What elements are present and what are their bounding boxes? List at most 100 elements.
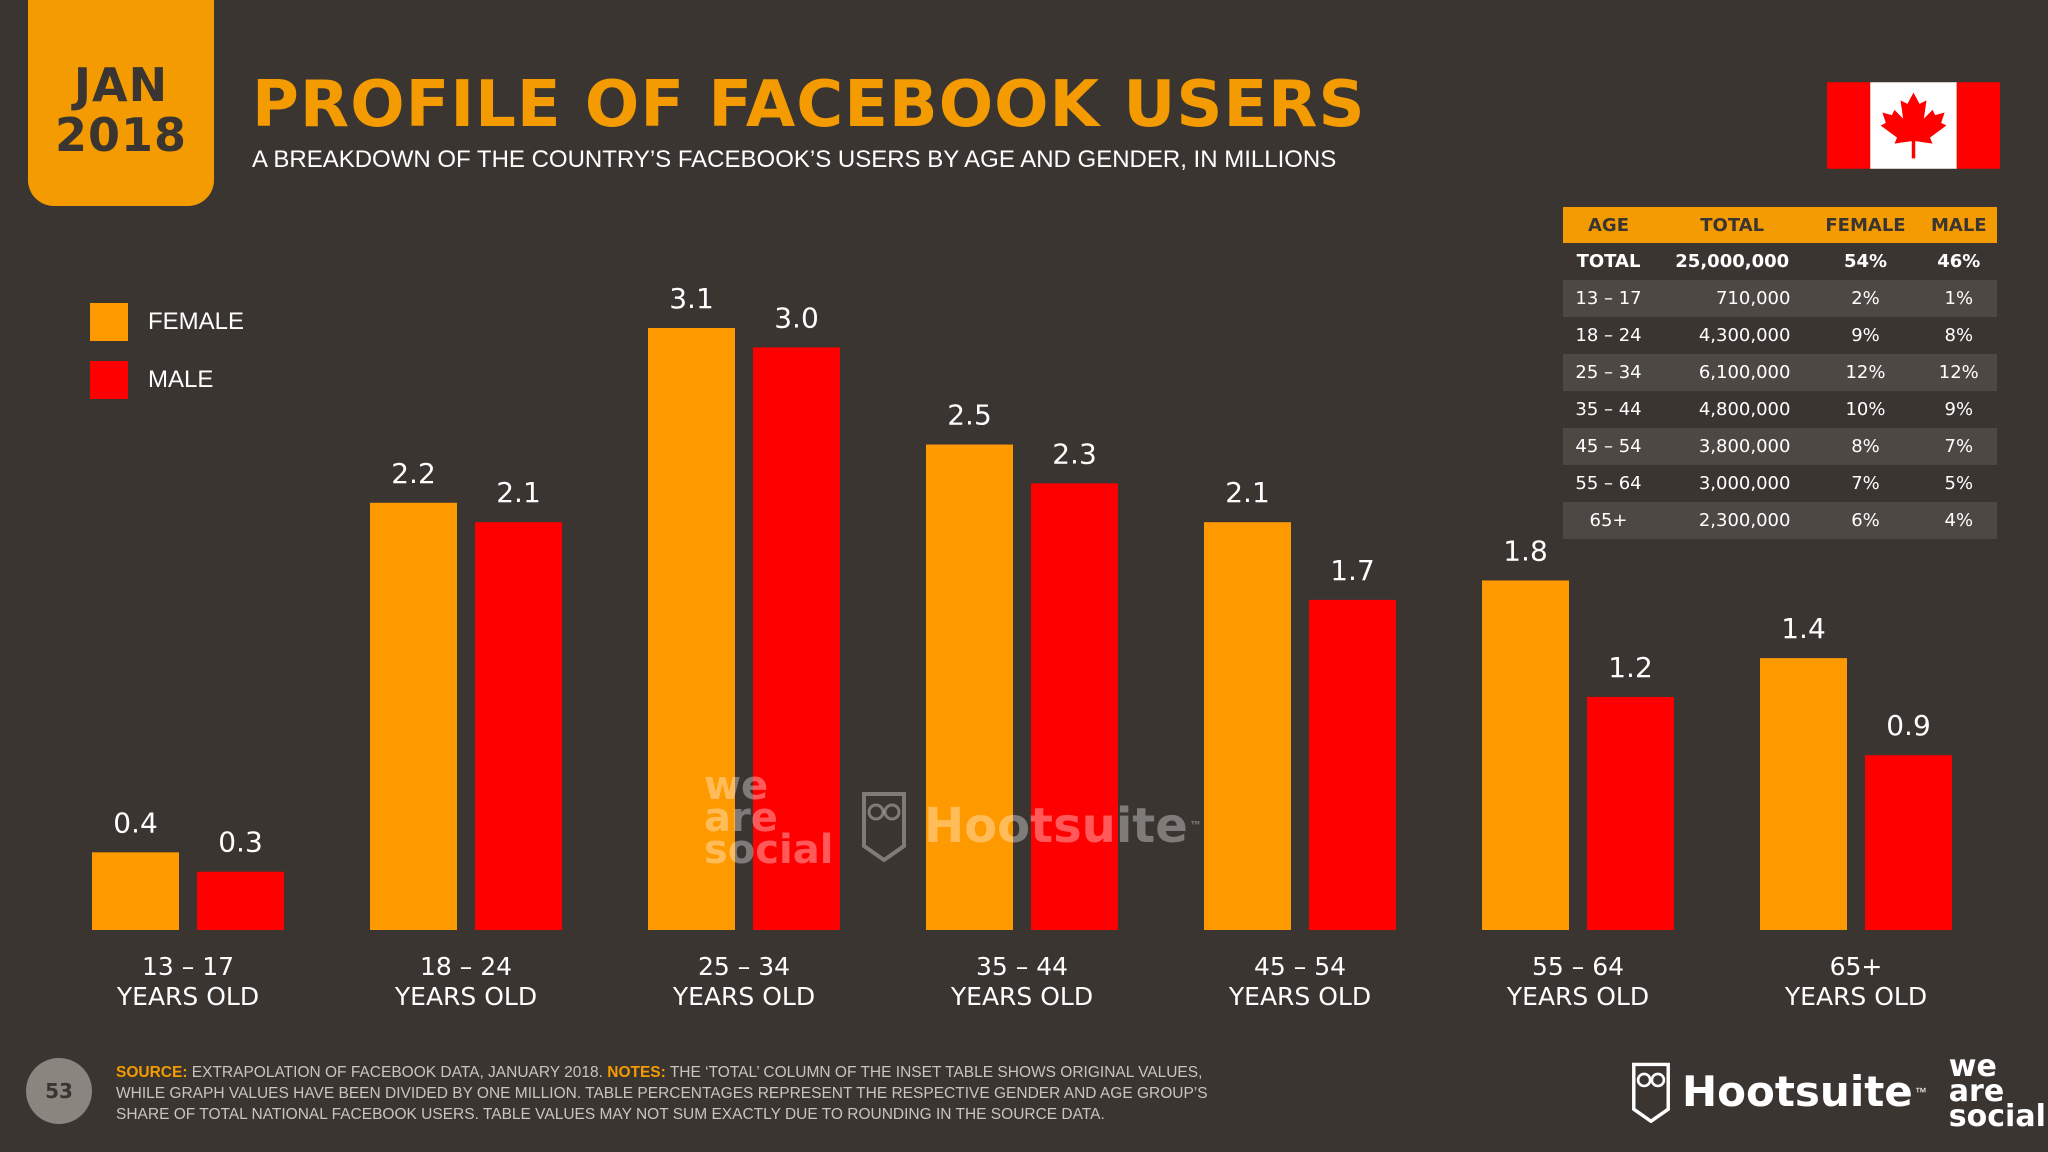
page-subtitle: A BREAKDOWN OF THE COUNTRY’S FACEBOOK’S … [252,146,1337,173]
we-are-social-logo: we are social [1948,1052,2046,1132]
table-cell: 46% [1920,243,1997,280]
legend-item-male: MALE [90,360,244,400]
table-cell: 3,000,000 [1654,465,1811,502]
category-label: 13 – 17 [142,952,234,981]
category-label: 55 – 64 [1532,952,1624,981]
table-cell: 8% [1920,317,1997,354]
table-cell: 9% [1920,391,1997,428]
bar-female [926,444,1013,930]
category-label: YEARS OLD [394,982,537,1011]
table-total-row: TOTAL 25,000,000 54% 46% [1563,243,1997,280]
bar-male [197,871,284,930]
table-header-row: AGE TOTAL FEMALE MALE [1563,207,1997,243]
legend-label-male: MALE [148,366,214,393]
bar-male [475,522,562,930]
bar-male [1309,599,1396,930]
table-cell: 4,800,000 [1654,391,1811,428]
table-cell: 4% [1920,502,1997,539]
date-badge: JAN 2018 [28,0,214,206]
table-cell: 4,300,000 [1654,317,1811,354]
table-cell: 25 – 34 [1563,354,1655,391]
bar-female [1482,580,1569,930]
data-label: 1.7 [1330,554,1375,587]
data-label: 2.3 [1052,437,1097,470]
table-cell: 8% [1810,428,1921,465]
legend-item-female: FEMALE [90,302,244,342]
table-cell: 12% [1920,354,1997,391]
table-row: 35 – 44 4,800,000 10% 9% [1563,391,1997,428]
category-label: 18 – 24 [420,952,512,981]
table-row: 55 – 64 3,000,000 7% 5% [1563,465,1997,502]
data-label: 1.2 [1608,651,1653,684]
table-cell: 13 – 17 [1563,280,1655,317]
bar-female [648,328,735,930]
logo-are: are [1948,1074,2005,1109]
legend-swatch-female [90,303,128,341]
category-label: YEARS OLD [950,982,1093,1011]
table-header-age: AGE [1563,207,1655,243]
source-label: SOURCE: [116,1064,188,1081]
category-label: YEARS OLD [1506,982,1649,1011]
bar-female [370,502,457,930]
table-cell: 6,100,000 [1654,354,1811,391]
table-row: 65+ 2,300,000 6% 4% [1563,502,1997,539]
data-label: 0.9 [1886,709,1931,742]
table-cell: 25,000,000 [1654,243,1811,280]
watermark-tm: ™ [1189,819,1202,833]
table-row: 25 – 34 6,100,000 12% 12% [1563,354,1997,391]
data-label: 2.2 [391,457,436,490]
date-month: JAN [73,58,169,112]
bar-female [92,852,179,930]
category-label: 25 – 34 [698,952,790,981]
bar-male [1031,483,1118,930]
data-label: 0.3 [218,826,263,859]
category-label: YEARS OLD [116,982,259,1011]
hootsuite-logo-text: Hootsuite [1682,1067,1913,1116]
table-cell: 5% [1920,465,1997,502]
watermark-are: are [704,795,778,841]
data-label: 3.0 [774,301,819,334]
page-title: PROFILE OF FACEBOOK USERS [252,68,1366,142]
table-cell: 7% [1920,428,1997,465]
table-cell: 2% [1810,280,1921,317]
owl-icon [1632,1062,1670,1123]
table-header-total: TOTAL [1654,207,1811,243]
category-label: YEARS OLD [1784,982,1927,1011]
source-text: EXTRAPOLATION OF FACEBOOK DATA, JANUARY … [187,1064,608,1081]
date-year: 2018 [54,108,188,162]
table-cell: 45 – 54 [1563,428,1655,465]
inset-table: AGE TOTAL FEMALE MALE TOTAL 25,000,000 5… [1563,207,1997,539]
chart-legend: FEMALE MALE [90,302,244,418]
category-label: 45 – 54 [1254,952,1346,981]
canada-flag-icon [1827,82,2000,169]
bar-female [1760,658,1847,930]
table-row: 18 – 24 4,300,000 9% 8% [1563,317,1997,354]
table-cell: 35 – 44 [1563,391,1655,428]
data-label: 2.1 [496,476,541,509]
watermark-hootsuite-text: Hootsuite [924,798,1188,854]
bar-male [753,347,840,931]
watermark-we: we [704,763,769,809]
table-cell: 55 – 64 [1563,465,1655,502]
legend-label-female: FEMALE [148,308,245,335]
data-label: 3.1 [669,282,714,315]
hootsuite-tm: ™ [1914,1084,1927,1099]
category-label: YEARS OLD [1228,982,1371,1011]
table-header-female: FEMALE [1810,207,1921,243]
owl-icon [862,792,906,862]
table-cell: TOTAL [1563,243,1655,280]
data-label: 2.5 [947,399,992,432]
table-cell: 2,300,000 [1654,502,1811,539]
table-cell: 710,000 [1654,280,1811,317]
bar-female [1204,522,1291,930]
data-label: 1.4 [1781,612,1826,645]
footer-source-notes: SOURCE: EXTRAPOLATION OF FACEBOOK DATA, … [116,1062,1226,1125]
table-cell: 65+ [1563,502,1655,539]
table-cell: 9% [1810,317,1921,354]
legend-swatch-male [90,361,128,399]
notes-label: NOTES: [607,1064,666,1081]
table-cell: 3,800,000 [1654,428,1811,465]
notes-text: THE ‘TOTAL’ COLUMN OF THE INSET TABLE SH… [116,1064,1208,1123]
table-row: 45 – 54 3,800,000 8% 7% [1563,428,1997,465]
